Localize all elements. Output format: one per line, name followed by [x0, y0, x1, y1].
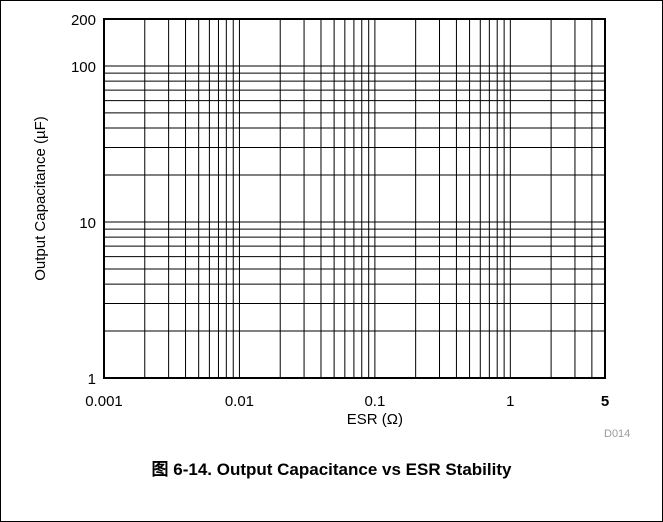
y-tick-label: 1: [88, 371, 96, 388]
x-tick-label: 0.001: [85, 393, 123, 410]
y-tick-label: 10: [79, 215, 96, 232]
x-axis-ticks: 0.001 0.01 0.1 1 5: [85, 393, 609, 410]
grid-lines: [104, 19, 605, 378]
y-tick-label: 100: [71, 59, 96, 76]
plot-area-border: [103, 18, 606, 379]
x-tick-label: 0.01: [225, 393, 254, 410]
y-tick-label: 200: [71, 12, 96, 29]
x-axis-title: ESR (Ω): [347, 411, 403, 428]
y-axis-ticks: 1 10 100 200: [71, 12, 96, 388]
x-tick-label: 0.1: [364, 393, 385, 410]
x-tick-label: 1: [506, 393, 514, 410]
figure-caption: 图 6-14. Output Capacitance vs ESR Stabil…: [151, 460, 512, 479]
x-tick-label: 5: [601, 393, 609, 410]
figure-code: D014: [604, 428, 631, 440]
y-axis-title: Output Capacitance (µF): [32, 116, 49, 281]
